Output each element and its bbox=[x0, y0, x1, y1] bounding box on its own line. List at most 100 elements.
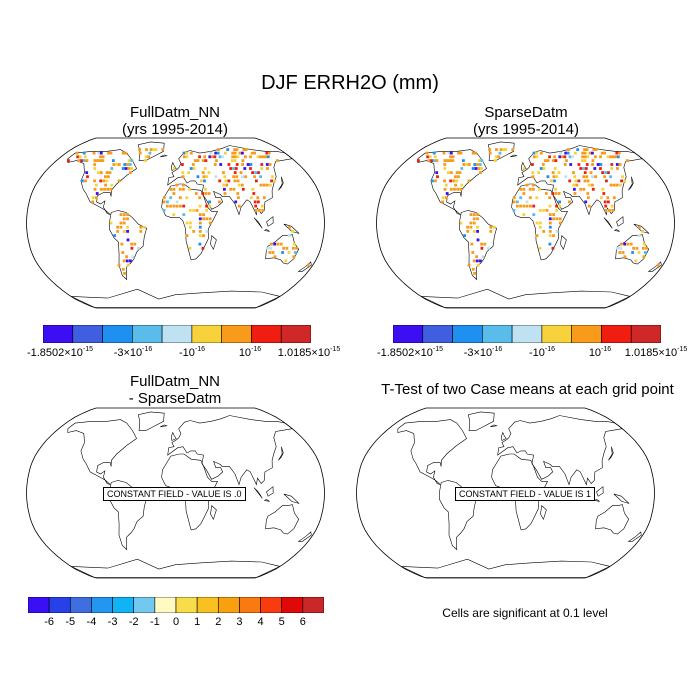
coastline-12 bbox=[266, 486, 274, 497]
grid-cell bbox=[645, 246, 648, 250]
grid-cell bbox=[262, 183, 266, 187]
grid-cell bbox=[201, 171, 205, 174]
grid-cell bbox=[551, 171, 555, 174]
grid-cell bbox=[543, 159, 547, 162]
grid-cell bbox=[182, 151, 186, 155]
coastline-9 bbox=[500, 431, 507, 441]
grid-cell bbox=[119, 221, 123, 225]
significance-note: Cells are significant at 0.1 level bbox=[442, 606, 608, 620]
grid-cell bbox=[119, 225, 123, 229]
grid-cell bbox=[127, 167, 131, 170]
grid-cell bbox=[259, 175, 262, 179]
grid-cell bbox=[215, 159, 218, 162]
grid-cell bbox=[449, 179, 453, 183]
grid-cell bbox=[67, 159, 70, 162]
cb1-label-min: -1.8502×10-15 bbox=[26, 346, 94, 359]
grid-cell bbox=[417, 159, 420, 162]
cb1-label-2: -3×10-16 bbox=[113, 346, 153, 359]
grid-cell bbox=[467, 163, 471, 166]
grid-cell bbox=[512, 196, 516, 200]
grid-cell bbox=[126, 213, 129, 216]
grid-cell bbox=[202, 213, 205, 216]
grid-cell bbox=[619, 246, 623, 250]
grid-cell bbox=[519, 196, 523, 200]
grid-cell bbox=[625, 159, 629, 162]
coastline-4 bbox=[265, 504, 300, 535]
grid-cell bbox=[104, 183, 107, 187]
grid-cell bbox=[542, 167, 546, 170]
colorbar-box-12 bbox=[281, 597, 304, 613]
grid-cell bbox=[471, 267, 475, 271]
coastline-12 bbox=[596, 486, 604, 497]
grid-cell bbox=[611, 155, 615, 159]
grid-cell bbox=[616, 246, 619, 250]
grid-cell bbox=[472, 217, 476, 221]
grid-cell bbox=[198, 204, 202, 208]
grid-cell bbox=[601, 171, 604, 174]
grid-cell bbox=[583, 155, 587, 159]
grid-cell bbox=[615, 183, 619, 187]
coastline-7 bbox=[560, 234, 567, 251]
grid-cell bbox=[287, 251, 291, 254]
grid-cell bbox=[504, 148, 508, 151]
grid-cell bbox=[292, 242, 296, 246]
grid-cell bbox=[591, 187, 595, 191]
grid-cell bbox=[207, 171, 211, 174]
grid-cell bbox=[196, 175, 200, 179]
grid-cell bbox=[451, 155, 455, 159]
grid-cell bbox=[539, 225, 542, 229]
grid-cell bbox=[454, 183, 457, 187]
grid-cell bbox=[139, 225, 143, 229]
grid-cell bbox=[104, 175, 107, 179]
grid-cell bbox=[172, 167, 176, 170]
grid-cell bbox=[607, 171, 610, 174]
difference-colorbar-label: -1 bbox=[149, 616, 160, 628]
grid-cell bbox=[568, 179, 572, 183]
coastline-0 bbox=[397, 419, 467, 485]
grid-cell bbox=[270, 179, 273, 183]
grid-cell bbox=[232, 175, 236, 179]
grid-cell bbox=[581, 155, 585, 159]
colorbar-box-4 bbox=[511, 325, 543, 343]
grid-cell bbox=[599, 167, 602, 170]
grid-cell bbox=[579, 187, 583, 191]
colorbar-box-7 bbox=[601, 325, 632, 343]
grid-cell bbox=[551, 246, 555, 250]
grid-cell bbox=[192, 167, 196, 170]
grid-cell bbox=[172, 204, 176, 208]
grid-cell bbox=[196, 159, 200, 162]
panel2-map bbox=[376, 137, 675, 309]
panel2-colorbar bbox=[393, 325, 661, 343]
grid-cell bbox=[233, 151, 237, 155]
grid-cell bbox=[476, 238, 480, 242]
grid-cell bbox=[532, 204, 536, 208]
grid-cell bbox=[551, 192, 555, 195]
grid-cell bbox=[216, 151, 220, 155]
grid-cell bbox=[463, 234, 467, 237]
grid-cell bbox=[558, 204, 562, 208]
grid-cell bbox=[592, 148, 596, 151]
coastline-6 bbox=[70, 558, 281, 578]
grid-cell bbox=[185, 155, 189, 159]
grid-cell bbox=[165, 204, 169, 208]
grid-cell bbox=[531, 183, 535, 187]
grid-cell bbox=[238, 151, 242, 155]
grid-cell bbox=[604, 171, 607, 174]
coastline-8 bbox=[608, 446, 614, 461]
grid-cell bbox=[243, 167, 247, 170]
grid-cell bbox=[201, 159, 205, 162]
grid-cell bbox=[256, 196, 260, 200]
coastline-6 bbox=[420, 288, 631, 308]
grid-cell bbox=[213, 163, 217, 166]
coastline-15 bbox=[297, 261, 312, 272]
grid-cell bbox=[586, 155, 590, 159]
grid-cell bbox=[273, 242, 277, 246]
difference-colorbar-label: 4 bbox=[257, 616, 264, 628]
grid-cell bbox=[476, 217, 479, 221]
coastline-13 bbox=[633, 223, 650, 234]
grid-cell bbox=[94, 183, 98, 187]
grid-cell bbox=[235, 148, 239, 151]
grid-cell bbox=[254, 171, 257, 174]
grid-cell bbox=[198, 217, 202, 221]
grid-cell bbox=[253, 200, 257, 204]
